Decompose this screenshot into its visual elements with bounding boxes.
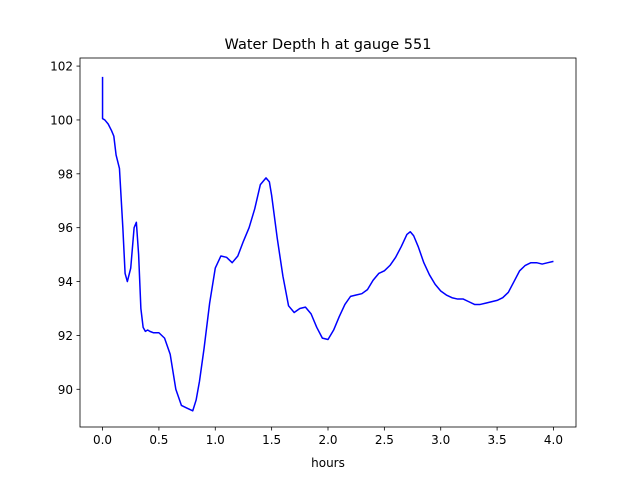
y-tick-label: 96 [58,221,73,235]
y-tick-label: 100 [50,113,73,127]
x-tick-label: 1.0 [206,433,225,447]
x-axis-label: hours [311,456,345,470]
plot-area: 0.0 0.5 1.0 1.5 2.0 2.5 3.0 3.5 4.0 90 92 94 96 98 100… [50,57,577,447]
x-tick-label: 2.5 [375,433,394,447]
x-tick-label: 4.0 [544,433,563,447]
plot-frame [79,57,577,428]
x-tick-label: 3.0 [431,433,450,447]
y-tick-label: 92 [58,329,73,343]
y-tick-label: 90 [58,383,73,397]
y-tick-label: 102 [50,60,73,74]
y-tick-label: 98 [58,167,73,181]
y-tick-label: 94 [58,275,73,289]
series-line-1 [101,76,554,412]
x-tick-label: 0.0 [93,433,112,447]
chart-title: Water Depth h at gauge 551 [225,37,432,53]
x-tick-label: 1.5 [262,433,281,447]
x-tick-label: 3.5 [488,433,507,447]
x-tick-label: 0.5 [149,433,168,447]
x-tick-label: 2.0 [318,433,337,447]
